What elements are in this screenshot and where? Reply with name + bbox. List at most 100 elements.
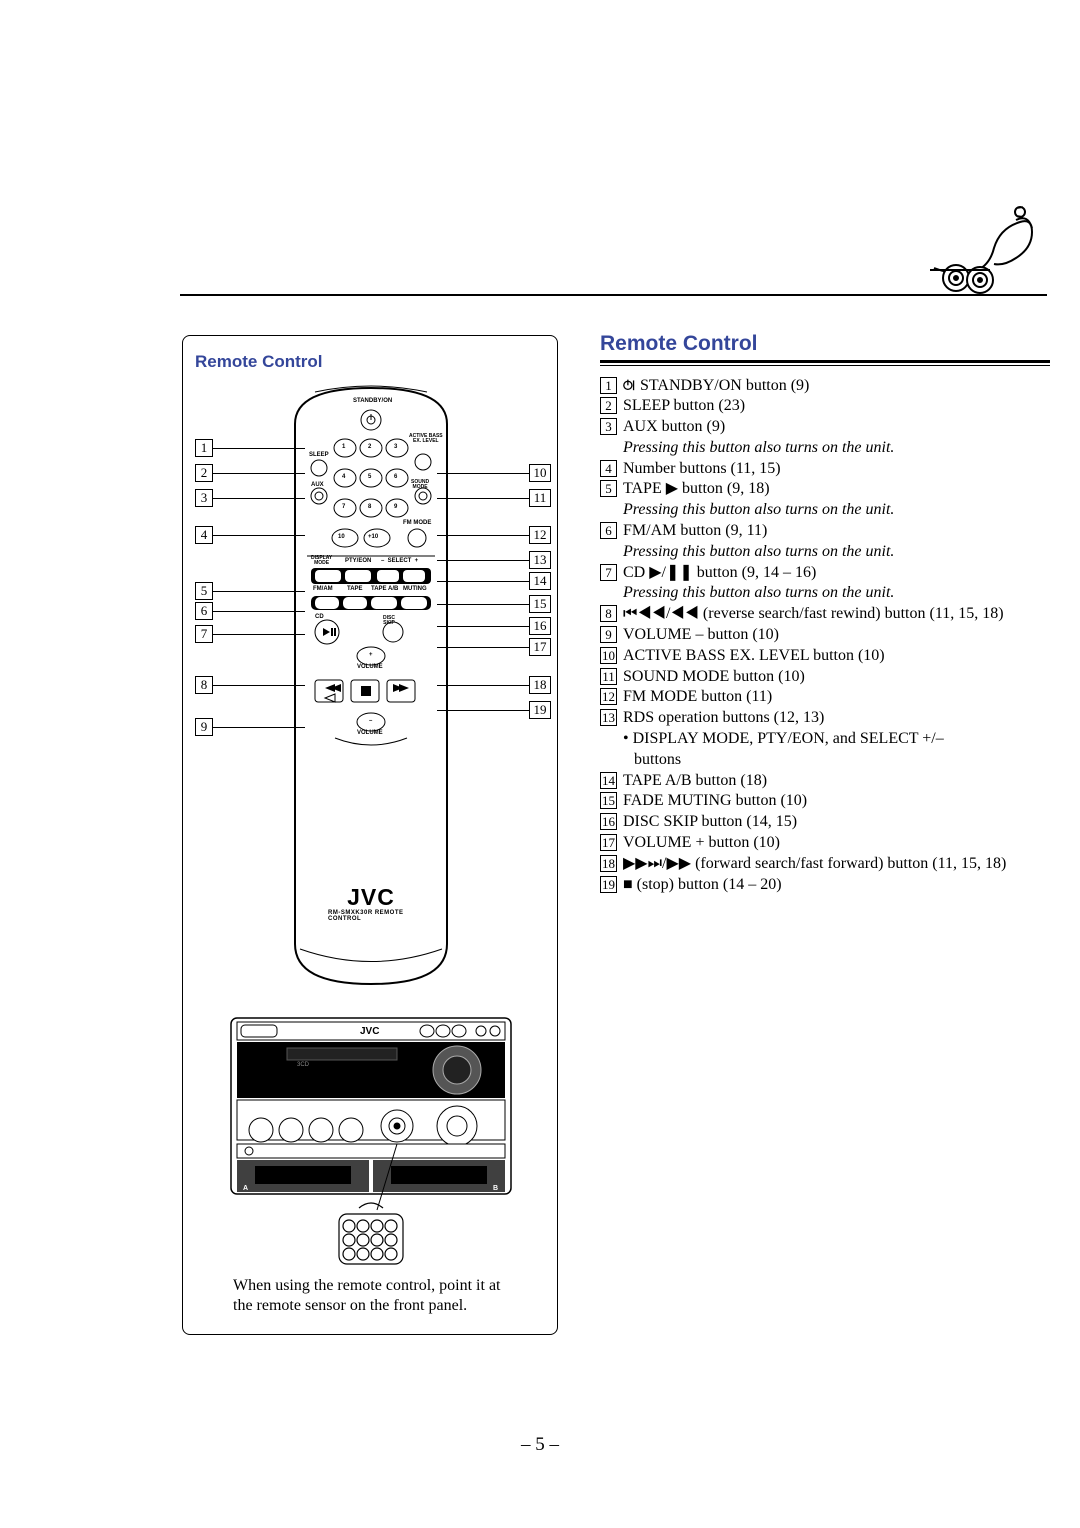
- item-text: VOLUME + button (10): [623, 833, 780, 854]
- item-number-box: 18: [600, 855, 617, 872]
- num-9: 9: [394, 504, 397, 510]
- item-sub: • DISPLAY MODE, PTY/EON, and SELECT +/–: [623, 729, 1050, 750]
- item-text: RDS operation buttons (12, 13): [623, 708, 824, 729]
- callout-box: 7: [195, 625, 213, 643]
- label-sleep: SLEEP: [309, 452, 329, 458]
- callout-line: [213, 498, 305, 499]
- rule-thick: [600, 360, 1050, 363]
- item-text: CD ▶/❚❚ button (9, 14 – 16): [623, 563, 816, 584]
- label-cd: CD: [315, 614, 324, 620]
- num-plus10: +10: [368, 534, 378, 540]
- callout-box: 19: [529, 701, 551, 719]
- item-text: STANDBY/ON button (9): [623, 376, 809, 397]
- figure-title: Remote Control: [195, 352, 323, 372]
- item-number-box: 16: [600, 813, 617, 830]
- figure-box: Remote Control: [182, 335, 558, 1335]
- callout-line: [437, 473, 529, 474]
- item-number-box: 3: [600, 418, 617, 435]
- num-4: 4: [342, 474, 345, 480]
- callout-line: [213, 634, 305, 635]
- item-note: Pressing this button also turns on the u…: [623, 542, 1050, 563]
- callout-box: 15: [529, 595, 551, 613]
- list-item: 18▶▶⏭/▶▶ (forward search/fast forward) b…: [600, 854, 1050, 875]
- item-number-box: 15: [600, 792, 617, 809]
- list-item: 13RDS operation buttons (12, 13): [600, 708, 1050, 729]
- num-3: 3: [394, 444, 397, 450]
- label-pty-eon: PTY/EON: [345, 558, 371, 564]
- header-rule-ext: [897, 294, 1047, 296]
- list-item: 17 VOLUME + button (10): [600, 833, 1050, 854]
- label-muting: MUTING: [403, 586, 427, 592]
- list-item: 7CD ▶/❚❚ button (9, 14 – 16): [600, 563, 1050, 584]
- callout-line: [213, 727, 305, 728]
- callout-box: 4: [195, 526, 213, 544]
- list-item: 3AUX button (9): [600, 417, 1050, 438]
- num-10: 10: [338, 534, 345, 540]
- callout-line: [437, 535, 529, 536]
- label-tape: TAPE: [347, 586, 363, 592]
- callout-line: [213, 611, 305, 612]
- power-icon: [623, 377, 636, 394]
- callout-line: [213, 535, 305, 536]
- item-text: ⏮◀◀/◀◀ (reverse search/fast rewind) butt…: [623, 604, 1004, 625]
- item-number-box: 5: [600, 480, 617, 497]
- callout-box: 8: [195, 676, 213, 694]
- callout-box: 10: [529, 464, 551, 482]
- num-1: 1: [342, 444, 345, 450]
- label-active-bass: ACTIVE BASS EX. LEVEL: [409, 434, 443, 444]
- callout-box: 5: [195, 582, 213, 600]
- label-sound-mode: SOUND MODE: [411, 480, 429, 490]
- item-text: ■ (stop) button (14 – 20): [623, 875, 782, 896]
- list-item: 14TAPE A/B button (18): [600, 771, 1050, 792]
- callout-box: 17: [529, 638, 551, 656]
- item-number-box: 17: [600, 834, 617, 851]
- item-number-box: 10: [600, 647, 617, 664]
- label-volume-minus: –: [369, 718, 372, 724]
- list-item: 9VOLUME – button (10): [600, 625, 1050, 646]
- list-item: 2SLEEP button (23): [600, 396, 1050, 417]
- callout-line: [437, 647, 529, 648]
- callout-box: 16: [529, 617, 551, 635]
- label-display-mode: DISPLAY MODE: [311, 556, 332, 566]
- item-text: VOLUME – button (10): [623, 625, 779, 646]
- label-fm-am: FM/AM: [313, 586, 333, 592]
- callout-box: 13: [529, 551, 551, 569]
- list-item: 4Number buttons (11, 15): [600, 459, 1050, 480]
- item-number-box: 12: [600, 688, 617, 705]
- rule-thin: [600, 365, 1050, 366]
- item-number-box: 6: [600, 522, 617, 539]
- item-sub: buttons: [634, 750, 1050, 771]
- section-title: Remote Control: [600, 332, 1050, 356]
- callout-line: [213, 448, 305, 449]
- callout-line: [213, 591, 305, 592]
- callout-line: [437, 710, 529, 711]
- callout-line: [437, 498, 529, 499]
- list-item: 10ACTIVE BASS EX. LEVEL button (10): [600, 646, 1050, 667]
- label-volume-plus: +: [369, 652, 373, 658]
- item-number-box: 1: [600, 377, 617, 394]
- page-number: – 5 –: [521, 1434, 559, 1456]
- svg-text:3CD: 3CD: [297, 1062, 310, 1068]
- item-text: DISC SKIP button (14, 15): [623, 812, 797, 833]
- callout-line: [437, 685, 529, 686]
- item-list: 1 STANDBY/ON button (9)2SLEEP button (23…: [600, 376, 1050, 896]
- item-note: Pressing this button also turns on the u…: [623, 583, 1050, 604]
- item-text: Number buttons (11, 15): [623, 459, 781, 480]
- item-text: TAPE ▶ button (9, 18): [623, 479, 770, 500]
- label-aux: AUX: [311, 482, 324, 488]
- list-item: 16 DISC SKIP button (14, 15): [600, 812, 1050, 833]
- num-6: 6: [394, 474, 397, 480]
- list-item: 5 TAPE ▶ button (9, 18): [600, 479, 1050, 500]
- item-note: Pressing this button also turns on the u…: [623, 438, 1050, 459]
- callout-box: 14: [529, 572, 551, 590]
- label-select: – SELECT +: [381, 558, 418, 564]
- label-tape-ab: TAPE A/B: [371, 586, 398, 592]
- unit-caption: When using the remote control, point it …: [233, 1276, 519, 1316]
- item-number-box: 2: [600, 397, 617, 414]
- num-2: 2: [368, 444, 371, 450]
- callout-box: 1: [195, 439, 213, 457]
- list-item: 6FM/AM button (9, 11): [600, 521, 1050, 542]
- callout-box: 6: [195, 602, 213, 620]
- remote-illustration: JVC RM-SMXK30R REMOTE CONTROL STANDBY/ON…: [285, 384, 457, 988]
- list-item: 11SOUND MODE button (10): [600, 667, 1050, 688]
